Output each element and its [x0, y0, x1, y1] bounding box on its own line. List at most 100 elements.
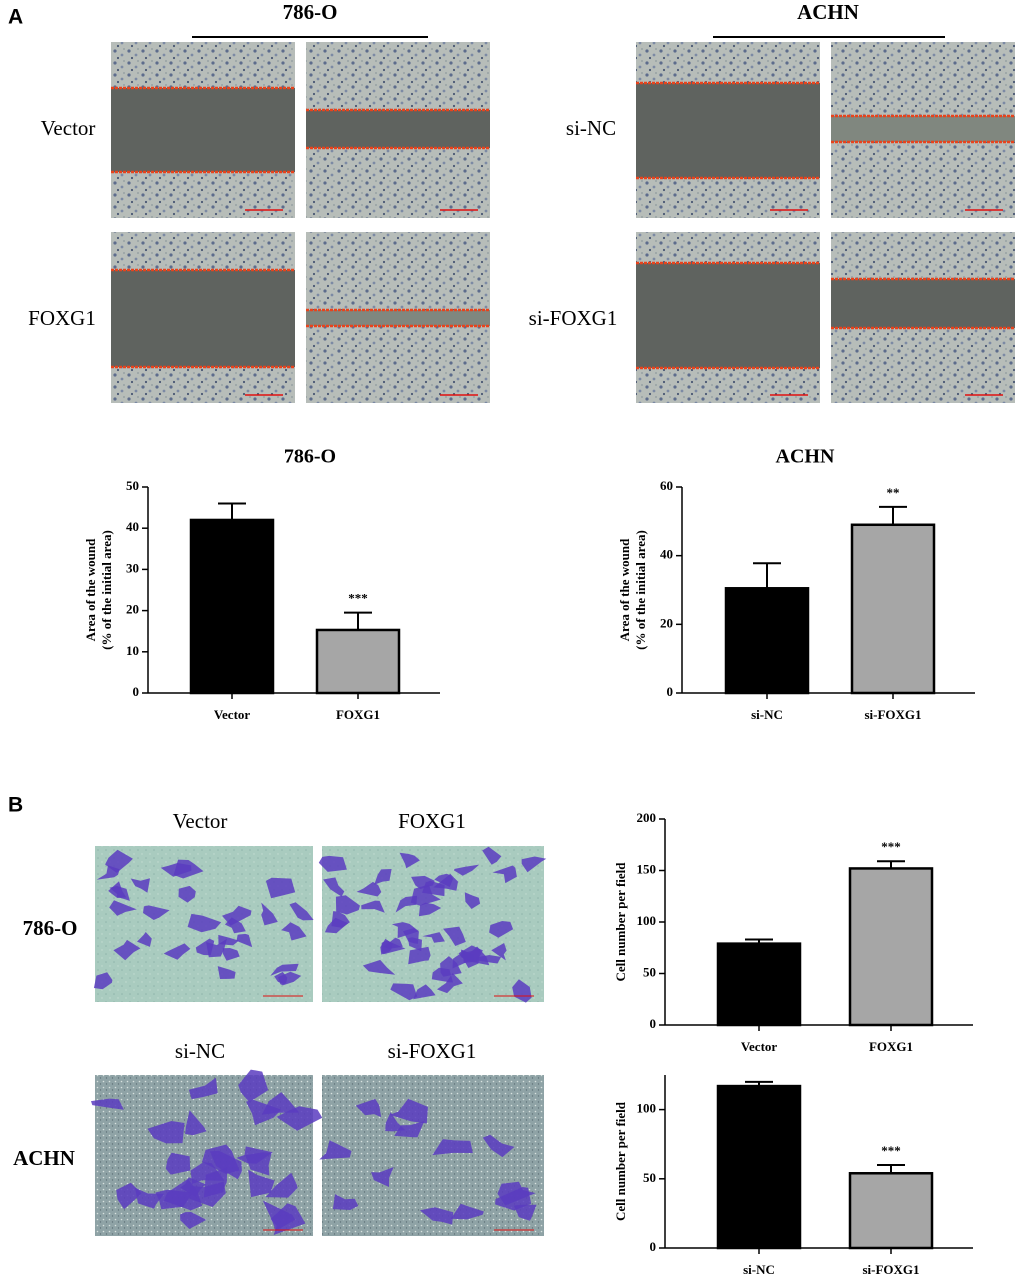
stained-cell — [185, 1110, 207, 1136]
significance: *** — [881, 1143, 901, 1158]
x-tick-label: FOXG1 — [869, 1039, 913, 1054]
stained-cell — [403, 928, 419, 944]
stained-cell — [155, 1189, 193, 1210]
bar — [315, 628, 401, 695]
bar — [724, 587, 810, 695]
stained-cell — [413, 984, 436, 1000]
stained-cell — [135, 1187, 165, 1209]
panel-label: B — [8, 794, 23, 817]
stained-cell — [418, 902, 442, 917]
y-tick-label: 0 — [133, 684, 140, 699]
x-tick-label: Vector — [214, 707, 251, 722]
y-axis-label: (% of the initial area) — [99, 530, 114, 650]
column-label: Vector — [173, 809, 228, 833]
y-tick-label: 40 — [126, 519, 139, 534]
stained-cell — [93, 972, 113, 990]
stained-cell — [464, 892, 481, 909]
stained-cell — [160, 863, 192, 877]
stained-cell — [289, 902, 314, 921]
y-tick-label: 20 — [660, 615, 673, 630]
stained-cell — [391, 922, 419, 939]
stained-cell — [482, 1134, 515, 1158]
y-tick-label: 0 — [667, 684, 674, 699]
stained-cell — [218, 934, 239, 946]
stained-cell — [356, 881, 382, 897]
wound-gap — [111, 88, 295, 172]
y-tick-label: 150 — [637, 861, 657, 876]
stained-cell — [261, 1092, 300, 1115]
stained-cell — [512, 979, 532, 1003]
stained-cell — [163, 943, 191, 960]
stained-cell — [399, 852, 420, 869]
stained-cell — [165, 1152, 191, 1175]
stained-cell — [410, 884, 441, 906]
significance: *** — [881, 839, 901, 854]
y-tick-label: 60 — [660, 478, 673, 493]
stained-cell — [411, 875, 435, 889]
stained-cell — [383, 937, 403, 949]
stained-cell — [318, 855, 347, 872]
column-label: si-FOXG1 — [388, 1039, 477, 1063]
stained-cell — [265, 1172, 298, 1198]
stained-cell — [143, 905, 170, 920]
stained-cell — [491, 943, 507, 961]
y-tick-label: 40 — [660, 547, 673, 562]
significance: *** — [348, 591, 368, 606]
x-tick-label: Vector — [741, 1039, 778, 1054]
wound-gap — [111, 270, 295, 367]
y-tick-label: 0 — [650, 1239, 657, 1254]
row-label: FOXG1 — [28, 306, 96, 330]
stained-cell — [281, 922, 307, 941]
y-tick-label: 200 — [637, 810, 657, 825]
row-label: si-NC — [566, 116, 616, 140]
x-tick-label: FOXG1 — [336, 707, 380, 722]
stained-cell — [331, 911, 350, 928]
stained-cell — [492, 865, 517, 884]
panel-label: A — [8, 6, 23, 29]
stained-cell — [209, 1150, 242, 1180]
stained-cell — [109, 900, 137, 916]
row-label: si-FOXG1 — [529, 306, 618, 330]
column-label: si-NC — [175, 1039, 225, 1063]
stained-cell — [130, 878, 150, 893]
y-axis-label: Area of the wound — [83, 538, 98, 641]
stained-cell — [178, 885, 196, 903]
row-label: ACHN — [13, 1146, 75, 1170]
header: 786-O — [283, 0, 338, 24]
stained-cell — [355, 1098, 382, 1118]
y-axis-label: Area of the wound — [617, 538, 632, 641]
bar — [850, 523, 936, 695]
stained-cell — [432, 1139, 473, 1156]
stained-cell — [385, 1112, 406, 1132]
y-tick-label: 100 — [637, 913, 657, 928]
wound-gap — [831, 116, 1015, 142]
stained-cell — [371, 1167, 394, 1187]
bar — [848, 1172, 934, 1250]
stained-cell — [431, 967, 453, 983]
stained-cell — [261, 902, 278, 926]
stained-cell — [248, 1169, 275, 1198]
wound-gap — [306, 110, 490, 148]
y-axis-label: Cell number per field — [613, 862, 628, 982]
stained-cell — [319, 1140, 352, 1160]
stained-cell — [91, 1098, 124, 1110]
y-tick-label: 50 — [643, 1170, 656, 1185]
stained-cell — [374, 869, 392, 885]
stained-cell — [332, 1194, 359, 1210]
stained-cell — [180, 1212, 207, 1229]
y-axis-label: Cell number per field — [613, 1101, 628, 1221]
x-tick-label: si-NC — [751, 707, 783, 722]
stained-cell — [217, 966, 236, 979]
stained-cell — [475, 955, 502, 964]
y-tick-label: 50 — [126, 478, 139, 493]
y-tick-label: 30 — [126, 560, 139, 575]
stained-cell — [265, 877, 296, 899]
stained-cell — [335, 895, 360, 915]
stained-cell — [238, 1069, 269, 1103]
bar — [716, 942, 802, 1027]
x-tick-label: si-FOXG1 — [862, 1262, 919, 1277]
x-tick-label: si-FOXG1 — [864, 707, 921, 722]
wound-gap — [636, 263, 820, 368]
column-label: FOXG1 — [398, 809, 466, 833]
stained-cell — [362, 959, 396, 975]
